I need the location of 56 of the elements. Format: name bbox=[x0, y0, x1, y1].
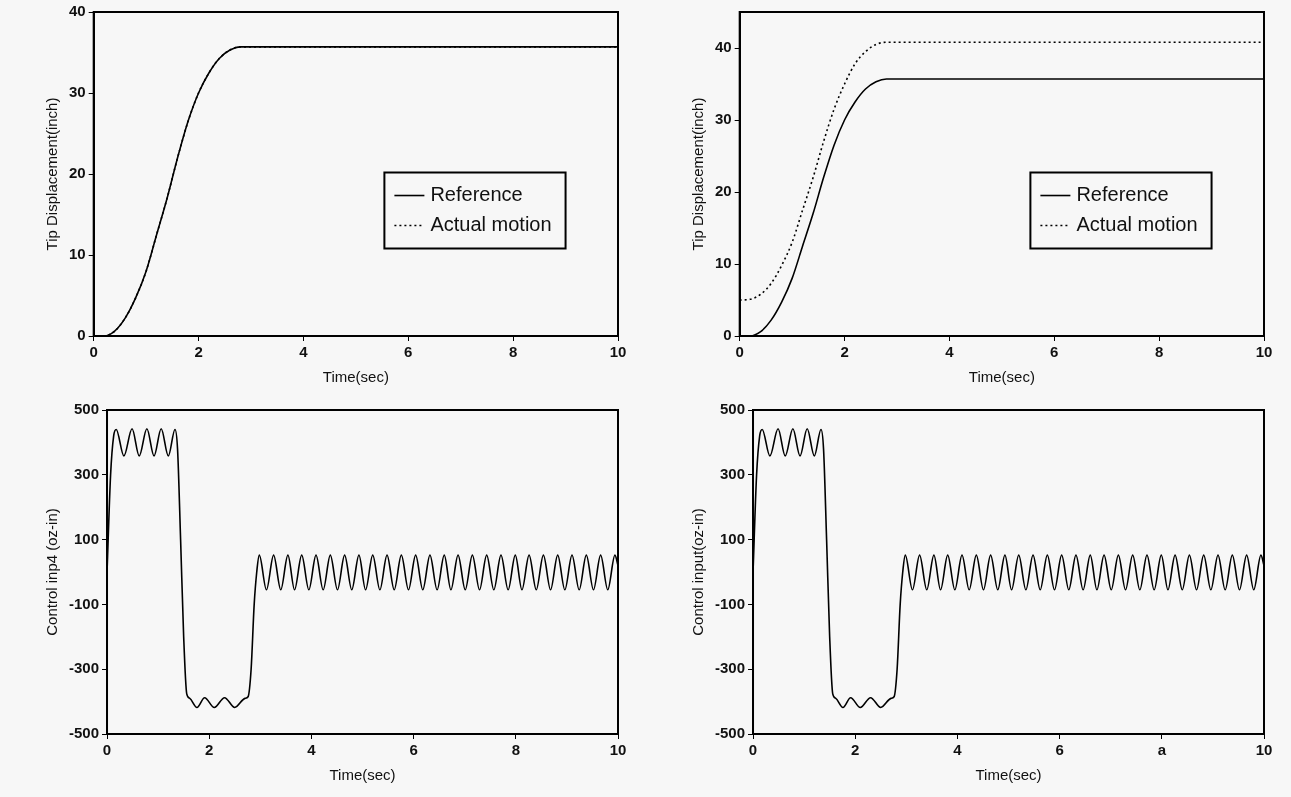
y-tick-label: 100 bbox=[719, 529, 746, 547]
x-tick-label: a bbox=[1157, 741, 1167, 759]
x-axis-title: Time(sec) bbox=[975, 766, 1042, 784]
x-tick-label: 10 bbox=[609, 343, 627, 361]
x-tick-label: 2 bbox=[851, 741, 860, 759]
x-axis-title: Time(sec) bbox=[322, 368, 389, 386]
y-tick-label: -100 bbox=[714, 594, 746, 612]
x-tick-label: 6 bbox=[1050, 343, 1059, 361]
y-tick-label: 300 bbox=[719, 464, 746, 482]
x-tick-label: 4 bbox=[953, 741, 963, 759]
y-tick-label: 40 bbox=[69, 2, 86, 20]
x-axis-title: Time(sec) bbox=[329, 766, 396, 784]
legend-label: Reference bbox=[1076, 183, 1169, 206]
y-tick-label: 10 bbox=[69, 245, 86, 263]
y-tick-label: 20 bbox=[715, 182, 732, 200]
y-tick-label: 100 bbox=[73, 529, 100, 547]
y-tick-label: 40 bbox=[715, 38, 732, 56]
y-tick-label: 30 bbox=[715, 110, 732, 128]
y-tick-label: 300 bbox=[73, 464, 100, 482]
y-axis-title: Control input(oz-in) bbox=[689, 508, 707, 636]
y-tick-label: -500 bbox=[68, 724, 100, 742]
y-axis-title: Tip Displacement(inch) bbox=[43, 97, 61, 251]
x-tick-label: 8 bbox=[511, 741, 520, 759]
x-tick-label: 4 bbox=[307, 741, 317, 759]
y-tick-label: 10 bbox=[715, 254, 732, 272]
x-tick-label: 0 bbox=[102, 741, 112, 759]
x-tick-label: 2 bbox=[205, 741, 214, 759]
y-axis-title: Control inp4 (oz-in) bbox=[43, 508, 61, 636]
y-tick-label: 500 bbox=[73, 400, 100, 418]
x-tick-label: 0 bbox=[748, 741, 758, 759]
y-tick-label: 20 bbox=[69, 164, 86, 182]
legend-label: Actual motion bbox=[430, 213, 552, 236]
x-tick-label: 2 bbox=[194, 343, 203, 361]
x-tick-label: 8 bbox=[1154, 343, 1164, 361]
x-tick-label: 6 bbox=[1055, 741, 1064, 759]
x-tick-label: 4 bbox=[945, 343, 955, 361]
legend-label: Reference bbox=[430, 183, 523, 206]
y-tick-label: 500 bbox=[719, 400, 746, 418]
x-tick-label: 10 bbox=[1255, 741, 1273, 759]
x-tick-label: 4 bbox=[299, 343, 309, 361]
x-tick-label: 6 bbox=[409, 741, 418, 759]
y-axis-title: Tip Displacement(inch) bbox=[689, 97, 707, 251]
y-tick-label: 0 bbox=[77, 326, 86, 344]
x-tick-label: 6 bbox=[404, 343, 413, 361]
legend-label: Actual motion bbox=[1076, 213, 1198, 236]
y-tick-label: -300 bbox=[68, 659, 100, 677]
x-tick-label: 2 bbox=[840, 343, 849, 361]
y-tick-label: -300 bbox=[714, 659, 746, 677]
y-tick-label: -500 bbox=[714, 724, 746, 742]
y-tick-label: 30 bbox=[69, 83, 86, 101]
y-tick-label: 0 bbox=[723, 326, 732, 344]
x-axis-title: Time(sec) bbox=[968, 368, 1035, 386]
x-tick-label: 10 bbox=[609, 741, 627, 759]
x-tick-label: 8 bbox=[508, 343, 518, 361]
x-tick-label: 10 bbox=[1255, 343, 1273, 361]
y-tick-label: -100 bbox=[68, 594, 100, 612]
